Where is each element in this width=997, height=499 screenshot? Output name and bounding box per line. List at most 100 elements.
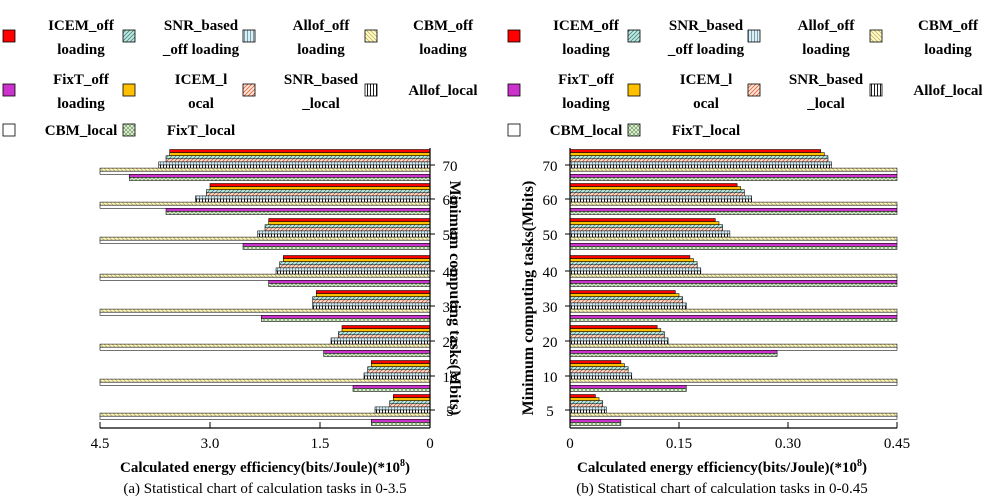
chart-0: 70 60 50 40 30 20 10 5 4.5 3.0 1.5 0 Calculated ener… (91, 148, 463, 497)
legend-label-icem_off-1: loading (57, 42, 105, 58)
bar-fixt_local-20 (323, 353, 431, 357)
y-axis-label: Minimum computing tasks(Mbits) (520, 181, 537, 416)
x-tick-label-3: 0.45 (884, 436, 910, 452)
bar-fixt_local-40 (268, 283, 431, 287)
bar-cbm_off-70 (99, 167, 431, 172)
legend-label-cbm_off-1: loading (419, 42, 467, 58)
category-label-10: 10 (443, 370, 458, 386)
x-axis-label-tail: ) (862, 460, 867, 476)
legend-label-fixt_local: FixT_local (167, 123, 235, 139)
bar-allof_off-70 (158, 161, 431, 166)
category-label-30: 30 (543, 300, 558, 316)
bar-icem_local-70 (569, 152, 825, 156)
legend-label-fixt_off-1: loading (57, 96, 105, 112)
x-tick-label-1: 0.15 (666, 436, 692, 452)
bar-fixt_off-30 (569, 315, 898, 319)
bar-fixt_off-40 (569, 280, 898, 284)
bar-fixt_off-60 (165, 208, 431, 212)
bar-fixt_off-30 (261, 315, 431, 319)
legend-swatch-allof_local (364, 83, 378, 97)
bar-allof_local-10 (569, 375, 633, 380)
bar-icem_off-5 (569, 394, 596, 398)
bar-icem_off-40 (569, 255, 691, 259)
bar-fixt_off-70 (129, 174, 431, 178)
bar-snr_local-20 (569, 334, 665, 339)
bar-cbm_off-20 (99, 343, 431, 348)
bar-allof_off-40 (275, 267, 431, 272)
bar-fixt_local-10 (569, 388, 687, 392)
bar-icem_local-40 (283, 258, 431, 262)
bar-allof_off-50 (569, 230, 731, 235)
bar-fixt_local-10 (352, 388, 431, 392)
legend-label-snr_local-0: SNR_based (789, 72, 864, 88)
x-tick-label-2: 0.30 (775, 436, 801, 452)
bar-snr_off-10 (367, 366, 431, 371)
bar-icem_off-40 (283, 255, 431, 259)
legend-label-fixt_off-1: loading (562, 96, 610, 112)
bar-allof_off-10 (569, 372, 633, 377)
legend-swatch-snr_off (627, 29, 641, 43)
legend-item-icem_local: ICEM_local (122, 72, 227, 112)
x-axis-label-main: Calculated energy efficiency(bits/Joule)… (120, 460, 400, 476)
bar-icem_off-50 (569, 218, 716, 222)
bar-snr_off-5 (389, 400, 431, 405)
legend-label-icem_off-0: ICEM_off (48, 18, 115, 34)
legend-label-icem_local-0: ICEM_l (680, 72, 733, 88)
legend-swatch-fixt_local (627, 123, 641, 137)
bar-snr_local-20 (338, 334, 431, 339)
category-label-5: 5 (546, 404, 554, 420)
legend-label-icem_off-1: loading (562, 42, 610, 58)
x-tick-label-3: 0 (426, 436, 434, 452)
legend-label-fixt_off-0: FixT_off (53, 72, 110, 88)
legend-label-cbm_off-1: loading (924, 42, 972, 58)
category-label-5: 5 (446, 404, 454, 420)
bar-snr_local-5 (389, 403, 431, 408)
bar-allof_off-5 (569, 406, 607, 411)
bar-snr_off-60 (206, 189, 431, 194)
bar-snr_off-10 (569, 366, 629, 371)
bar-snr_local-40 (279, 264, 431, 269)
legend-swatch-cbm_off (364, 29, 378, 43)
bar-cbm_off-20 (569, 343, 898, 348)
legend-label-snr_off-1: _off loading (667, 42, 745, 58)
bar-allof_local-40 (569, 270, 702, 275)
legend-swatch-icem_off (507, 29, 521, 43)
bar-cbm_off-5 (99, 412, 431, 417)
bar-cbm_local-10 (99, 381, 431, 386)
legend-label-cbm_local: CBM_local (45, 123, 118, 139)
bar-cbm_local-40 (569, 276, 898, 281)
bar-icem_local-60 (209, 186, 431, 190)
bar-cbm_local-30 (569, 311, 898, 316)
bar-cbm_local-70 (99, 170, 431, 175)
bar-icem_off-50 (268, 218, 431, 222)
x-tick-label-2: 1.5 (311, 436, 330, 452)
y-axis-label: Minimum computing tasks(Mbits) (446, 181, 463, 416)
bar-cbm_off-40 (99, 273, 431, 278)
bar-allof_off-70 (569, 161, 832, 166)
bar-icem_off-70 (169, 149, 431, 153)
bar-icem_local-30 (316, 293, 431, 297)
legend-swatch-fixt_off (507, 83, 521, 97)
legend-label-snr_local-0: SNR_based (284, 72, 359, 88)
bar-fixt_local-30 (261, 318, 431, 322)
bar-fixt_local-20 (569, 353, 778, 357)
bar-allof_local-60 (569, 198, 752, 203)
bar-cbm_off-60 (569, 201, 898, 206)
legend-item-fixt_local: FixT_local (122, 123, 235, 139)
bar-allof_off-20 (569, 337, 669, 342)
bar-snr_off-30 (312, 296, 431, 301)
bar-cbm_local-20 (569, 346, 898, 351)
bar-allof_local-70 (569, 164, 832, 169)
bar-cbm_off-50 (569, 236, 898, 241)
bar-cbm_local-5 (99, 415, 431, 420)
bar-cbm_local-70 (569, 170, 898, 175)
bar-snr_off-50 (264, 224, 431, 229)
bar-allof_off-20 (330, 337, 431, 342)
bar-snr_local-70 (569, 158, 829, 163)
bar-fixt_off-5 (371, 419, 431, 423)
legend-item-snr_off: SNR_based _off loading (627, 18, 745, 58)
